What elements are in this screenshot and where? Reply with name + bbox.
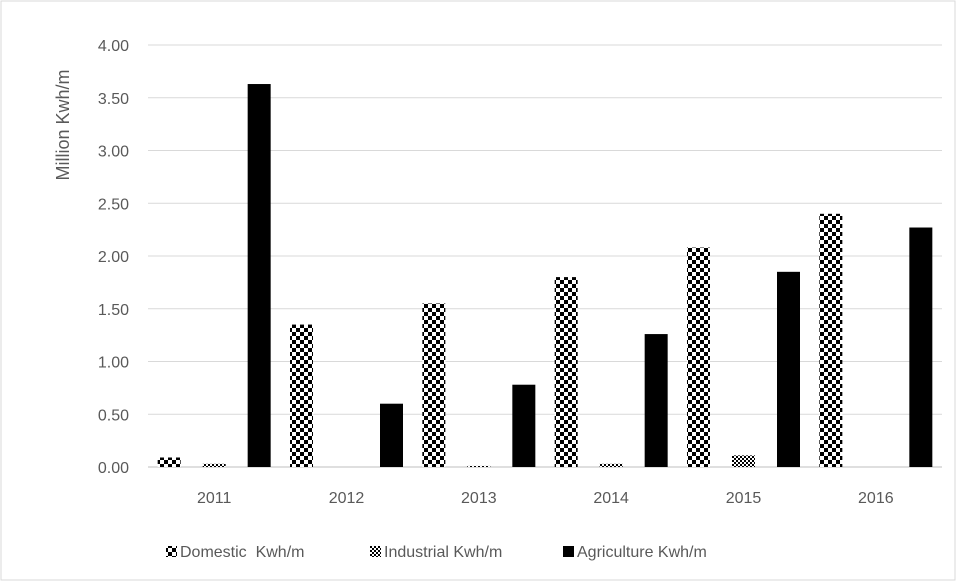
- y-tick-label: 4.00: [98, 38, 129, 55]
- bar-domestic-kwh-m-2012: [290, 324, 313, 467]
- bars: [157, 84, 933, 467]
- bar-industrial-kwh-m-2014: [599, 463, 623, 467]
- bar-domestic-kwh-m-2015: [687, 247, 710, 467]
- y-axis-ticks: 0.00 0.50 1.00 1.50 2.00 2.50 3.00 3.50 4.00: [98, 38, 129, 477]
- bar-agriculture-kwh-m-2012: [380, 403, 403, 467]
- y-tick-label: 0.50: [98, 407, 129, 424]
- legend-item: Agriculture Kwh/m: [563, 544, 707, 561]
- bar-domestic-kwh-m-2016: [819, 213, 843, 467]
- bar-domestic-kwh-m-2011: [157, 457, 181, 467]
- x-tick-label: 2012: [329, 490, 365, 507]
- bar-domestic-kwh-m-2014: [554, 277, 578, 467]
- legend-label: Agriculture Kwh/m: [577, 544, 707, 561]
- y-tick-label: 0.00: [98, 460, 129, 477]
- y-axis-title: Million Kwh/m: [53, 69, 73, 180]
- legend-swatch: [563, 546, 574, 557]
- legend-label: Industrial Kwh/m: [384, 544, 502, 561]
- bar-agriculture-kwh-m-2013: [512, 384, 536, 467]
- y-tick-label: 1.00: [98, 355, 129, 372]
- x-tick-label: 2014: [593, 490, 629, 507]
- legend-item: Industrial Kwh/m: [370, 544, 502, 561]
- legend-label: Domestic Kwh/m: [180, 544, 304, 561]
- x-tick-label: 2015: [726, 490, 762, 507]
- bar-industrial-kwh-m-2013: [467, 465, 491, 467]
- x-tick-label: 2013: [461, 490, 497, 507]
- bar-agriculture-kwh-m-2014: [644, 334, 668, 467]
- legend: Domestic Kwh/m Industrial Kwh/m Agricultur…: [166, 544, 707, 561]
- legend-swatch: [370, 546, 381, 557]
- bar-domestic-kwh-m-2013: [422, 303, 446, 467]
- bar-agriculture-kwh-m-2016: [909, 227, 933, 467]
- bar-industrial-kwh-m-2015: [732, 455, 755, 467]
- bar-agriculture-kwh-m-2015: [777, 271, 800, 467]
- bar-industrial-kwh-m-2011: [202, 463, 226, 467]
- legend-item: Domestic Kwh/m: [166, 544, 304, 561]
- y-tick-label: 3.00: [98, 144, 129, 161]
- x-axis-ticks: 2011 2012 2013 2014 2015 2016: [197, 490, 894, 507]
- legend-swatch: [166, 546, 177, 557]
- y-tick-label: 1.50: [98, 302, 129, 319]
- y-tick-label: 2.00: [98, 249, 129, 266]
- bar-agriculture-kwh-m-2011: [247, 84, 271, 467]
- y-tick-label: 3.50: [98, 91, 129, 108]
- x-tick-label: 2011: [197, 490, 232, 507]
- y-tick-label: 2.50: [98, 196, 129, 213]
- x-tick-label: 2016: [858, 490, 894, 507]
- gridlines: [148, 44, 942, 468]
